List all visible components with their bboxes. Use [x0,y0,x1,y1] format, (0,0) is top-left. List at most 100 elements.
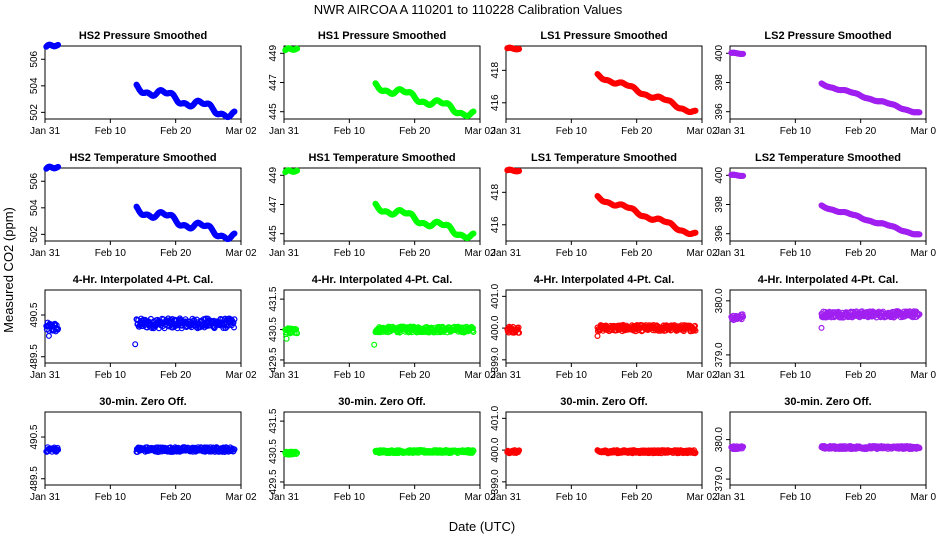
x-tick-label: Jan 31 [30,370,60,381]
y-tick-label: 400.0 [490,437,501,462]
data-point [231,230,238,237]
data-point [692,107,699,114]
y-tick-label: 401.0 [490,283,501,308]
data-points [282,45,477,120]
data-point [470,230,477,237]
x-tick-label: Mar 02 [225,126,257,137]
x-tick-label: Mar 02 [225,248,257,259]
x-tick-label: Feb 10 [780,126,812,137]
panel-title: 30-min. Zero Off. [560,396,647,408]
panel-7: LS2 Temperature Smoothed Jan 31 Feb 10 Feb … [714,152,936,259]
x-tick-label: Jan 31 [30,492,60,503]
y-tick-label: 380.0 [714,288,725,313]
panel-frame [505,45,703,120]
panel-title: HS1 Pressure Smoothed [318,30,446,42]
y-tick-label: 418 [490,184,501,201]
x-tick-label: Mar 02 [686,126,718,137]
data-point [916,109,923,116]
data-point [231,316,238,323]
y-tick-label: 506 [29,50,40,67]
y-tick-label: 416 [490,216,501,233]
y-tick-label: 401.0 [490,405,501,430]
x-tick-label: Feb 20 [399,492,431,503]
panel-title: 4-Hr. Interpolated 4-Pt. Cal. [312,274,453,286]
data-point [293,326,300,333]
data-point [692,449,699,456]
data-point [740,313,747,320]
data-point [516,168,523,175]
x-tick-label: Jan 31 [269,248,299,259]
x-tick-label: Mar 02 [464,248,496,259]
x-tick-label: Jan 31 [491,126,521,137]
panel-4: HS2 Temperature Smoothed Jan 31 Feb 10 Feb … [29,152,257,259]
data-point [132,341,139,348]
panel-3: LS2 Pressure Smoothed Jan 31 Feb 10 Feb 20 M… [714,30,936,137]
panel-frame [44,167,242,242]
x-tick-label: Jan 31 [715,126,745,137]
y-tick-label: 502 [29,226,40,243]
panel-13: 30-min. Zero Off. Jan 31 Feb 10 Feb 20 Mar 0… [268,396,496,503]
panel-frame [44,45,242,120]
data-point [231,324,238,331]
panel-title: HS2 Pressure Smoothed [79,30,207,42]
x-tick-label: Jan 31 [269,126,299,137]
data-points [282,323,477,348]
x-tick-label: Feb 10 [780,370,812,381]
data-point [470,329,477,336]
data-point [294,45,301,52]
y-tick-label: 400.0 [490,315,501,340]
y-tick-label: 449 [268,167,279,184]
data-points [504,44,699,115]
data-point [174,325,181,332]
data-point [231,446,238,453]
data-point [740,50,747,57]
data-point [220,325,227,332]
x-tick-label: Jan 31 [715,492,745,503]
y-tick-label: 379.0 [714,342,725,367]
x-tick-label: Jan 31 [491,248,521,259]
data-point [55,325,62,332]
data-point [916,445,923,452]
data-point [692,327,699,334]
data-points [728,171,923,238]
x-tick-label: Mar 02 [910,126,936,137]
panel-frame [505,167,703,242]
x-tick-label: Mar 02 [686,248,718,259]
x-tick-label: Jan 31 [491,492,521,503]
data-point [691,326,698,333]
y-tick-label: 400 [714,45,725,62]
x-tick-label: Mar 02 [464,492,496,503]
y-tick-label: 430.5 [268,317,279,342]
x-tick-label: Feb 20 [845,248,877,259]
x-tick-label: Jan 31 [30,126,60,137]
y-tick-label: 490.5 [29,302,40,327]
panels: HS2 Pressure Smoothed Jan 31 Feb 10 Feb 20 M… [29,30,936,503]
x-tick-label: Feb 20 [845,126,877,137]
y-tick-label: 429.5 [268,347,279,372]
y-tick-label: 431.5 [268,408,279,433]
panel-title: HS1 Temperature Smoothed [308,152,455,164]
panel-5: HS1 Temperature Smoothed Jan 31 Feb 10 Feb … [268,152,496,259]
data-points [504,166,699,238]
panel-1: HS1 Pressure Smoothed Jan 31 Feb 10 Feb 20 M… [268,30,496,137]
data-point [231,108,238,115]
data-points [43,444,238,456]
data-point [45,332,52,339]
x-tick-label: Feb 10 [334,492,366,503]
x-tick-label: Feb 10 [780,492,812,503]
panel-11: 4-Hr. Interpolated 4-Pt. Cal. Jan 31 Feb 1… [714,274,936,381]
y-tick-label: 502 [29,104,40,121]
data-point [516,45,523,52]
x-tick-label: Feb 10 [556,370,588,381]
panel-title: 4-Hr. Interpolated 4-Pt. Cal. [73,274,214,286]
x-tick-label: Feb 20 [845,492,877,503]
y-tick-label: 398 [714,74,725,91]
data-points [43,315,238,348]
x-tick-label: Jan 31 [715,370,745,381]
panel-6: LS1 Temperature Smoothed Jan 31 Feb 10 Feb … [490,152,718,259]
data-points [504,321,699,340]
data-point [55,446,62,453]
x-tick-label: Feb 10 [556,492,588,503]
y-tick-label: 398 [714,196,725,213]
